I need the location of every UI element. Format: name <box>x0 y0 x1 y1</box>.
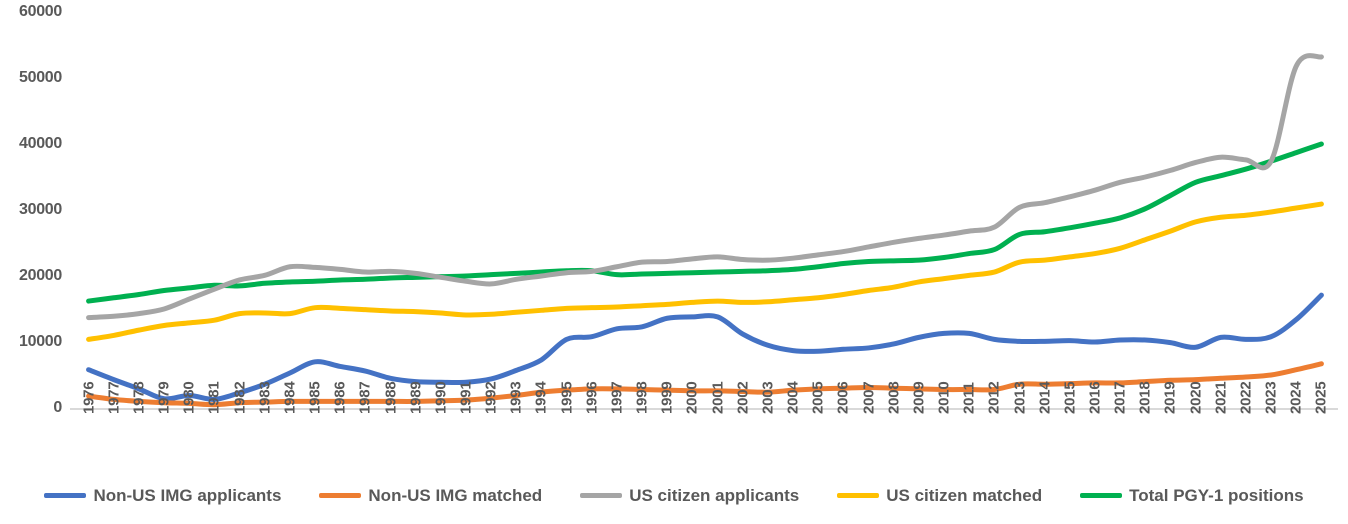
x-axis-tick: 2000 <box>683 381 701 414</box>
x-axis-tick: 2004 <box>784 381 802 414</box>
x-axis-tick: 1993 <box>507 381 525 414</box>
x-axis-tick: 1987 <box>356 381 374 414</box>
x-axis-tick: 1998 <box>633 381 651 414</box>
series-line <box>86 141 1324 304</box>
x-axis-tick: 1985 <box>306 381 324 414</box>
x-axis-tick: 2021 <box>1212 381 1230 414</box>
x-axis: 1976 1977 1978 1979 1980 1981 1982 1983 1984 1985… <box>76 381 1334 472</box>
x-axis-tick: 2018 <box>1136 381 1154 414</box>
x-axis-tick: 1978 <box>130 381 148 414</box>
x-axis-tick: 1994 <box>532 381 550 414</box>
x-axis-tick: 1979 <box>155 381 173 414</box>
x-axis-tick: 2020 <box>1187 381 1205 414</box>
x-axis-tick: 1980 <box>180 381 198 414</box>
chart-legend: Non-US IMG applicants Non-US IMG matched U… <box>0 478 1348 512</box>
x-axis-tick: 1977 <box>105 381 123 414</box>
x-axis-tick: 2007 <box>860 381 878 414</box>
x-axis-tick: 2019 <box>1161 381 1179 414</box>
x-axis-tick: 1982 <box>231 381 249 414</box>
legend-item[interactable]: Total PGY-1 positions <box>1080 485 1304 505</box>
y-axis-tick: 10000 <box>19 333 62 350</box>
x-axis-tick: 2008 <box>885 381 903 414</box>
x-axis-tick: 1997 <box>608 381 626 414</box>
x-axis-tick: 2005 <box>809 381 827 414</box>
legend-item-label: Non-US IMG matched <box>368 485 543 505</box>
plot-area <box>76 12 1334 408</box>
x-axis-tick: 1989 <box>407 381 425 414</box>
x-axis-tick: 2001 <box>709 381 727 414</box>
y-axis-tick: 0 <box>53 399 62 416</box>
legend-item-label: Total PGY-1 positions <box>1129 485 1304 505</box>
x-axis-tick: 1988 <box>382 381 399 414</box>
x-axis-tick: 1983 <box>256 381 274 414</box>
legend-item[interactable]: US citizen applicants <box>580 487 799 504</box>
legend-item[interactable]: US citizen matched <box>837 487 1042 504</box>
x-axis-tick: 2012 <box>985 381 1003 414</box>
x-axis-line <box>70 408 1338 410</box>
x-axis-tick: 1991 <box>457 381 475 414</box>
legend-item-label: US citizen matched <box>886 485 1043 505</box>
x-axis-tick: 2015 <box>1061 381 1079 414</box>
x-axis-tick: 2003 <box>759 381 777 414</box>
series-line <box>86 53 1324 321</box>
y-axis-tick: 60000 <box>19 3 62 20</box>
x-axis-tick: 2025 <box>1312 381 1330 414</box>
legend-item[interactable]: Non-US IMG matched <box>319 487 542 504</box>
x-axis-tick: 2022 <box>1237 381 1255 414</box>
x-axis-tick: 2017 <box>1111 381 1129 414</box>
legend-line-icon <box>580 492 623 498</box>
y-axis-tick: 50000 <box>19 69 62 86</box>
legend-line-icon <box>44 492 87 498</box>
x-axis-tick: 1981 <box>205 381 223 414</box>
x-axis-tick: 2013 <box>1011 381 1028 414</box>
x-axis-tick: 1999 <box>658 381 676 414</box>
series-lines <box>86 53 1324 408</box>
legend-line-icon <box>1080 492 1123 498</box>
x-axis-tick: 1976 <box>80 381 98 414</box>
x-axis-tick: 2010 <box>935 381 953 414</box>
x-axis-tick: 2024 <box>1287 381 1305 414</box>
y-axis-tick: 30000 <box>19 201 62 218</box>
legend-item[interactable]: Non-US IMG applicants <box>44 487 281 504</box>
y-axis-tick: 20000 <box>19 267 62 284</box>
x-axis-tick: 1995 <box>558 381 576 414</box>
legend-item-label: US citizen applicants <box>629 485 800 505</box>
series-line <box>86 292 1324 402</box>
series-line <box>86 201 1324 342</box>
legend-item-label: Non-US IMG applicants <box>93 485 282 505</box>
x-axis-tick: 2009 <box>910 381 928 414</box>
legend-line-icon <box>837 492 880 498</box>
x-axis-tick: 1992 <box>482 381 500 414</box>
x-axis-tick: 2002 <box>734 381 752 414</box>
series-line <box>86 361 1324 408</box>
x-axis-tick: 2016 <box>1086 381 1104 414</box>
x-axis-tick: 1990 <box>432 381 450 414</box>
y-axis-tick: 40000 <box>19 135 62 152</box>
legend-line-icon <box>319 492 362 498</box>
x-axis-tick: 2011 <box>960 382 978 414</box>
x-axis-tick: 1986 <box>331 381 349 414</box>
y-axis: 60000 50000 40000 30000 20000 10000 0 <box>0 0 70 420</box>
x-axis-tick: 2014 <box>1036 381 1054 414</box>
x-axis-tick: 2023 <box>1262 381 1280 414</box>
x-axis-tick: 1996 <box>583 381 601 414</box>
x-axis-tick: 1984 <box>281 381 299 414</box>
x-axis-tick: 2006 <box>834 381 852 414</box>
